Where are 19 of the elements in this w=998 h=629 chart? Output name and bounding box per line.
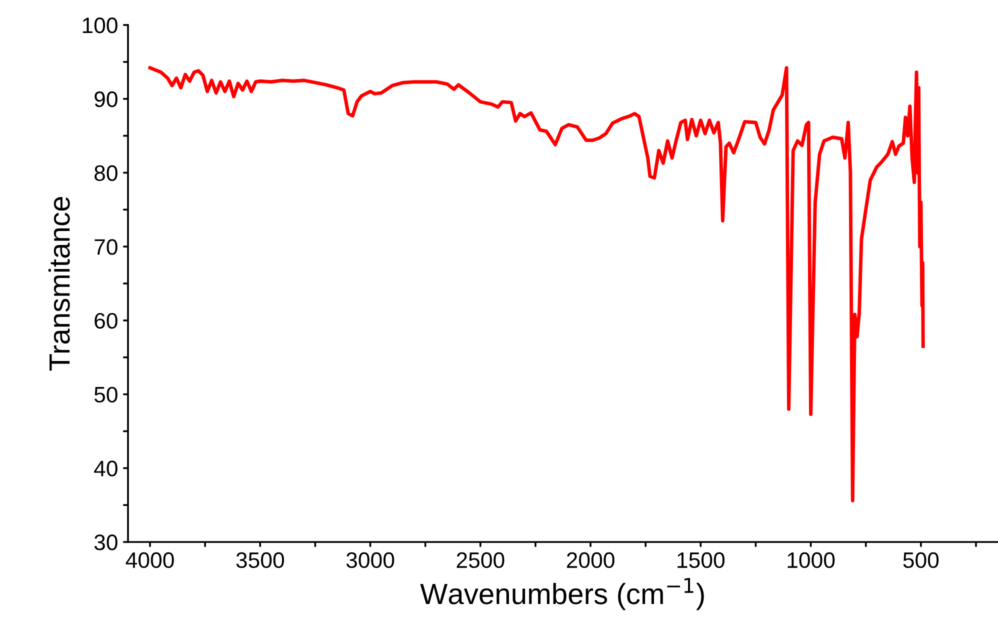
y-tick-label: 90 bbox=[94, 91, 118, 108]
y-tick-label: 80 bbox=[94, 165, 118, 181]
x-tick-label: 500 bbox=[903, 552, 939, 568]
y-axis-title: Transmitance bbox=[48, 196, 70, 371]
y-tick-label: 70 bbox=[94, 239, 118, 255]
x-tick-label: 3500 bbox=[236, 552, 284, 568]
x-tick-label: 2000 bbox=[566, 552, 614, 568]
x-tick-label: 1500 bbox=[678, 552, 725, 568]
y-tick-label: 60 bbox=[94, 312, 118, 329]
x-tick-label: 3000 bbox=[346, 552, 394, 568]
y-tick-label: 50 bbox=[94, 386, 118, 403]
line-series bbox=[148, 66, 925, 502]
x-tick-label: 1000 bbox=[788, 552, 835, 568]
x-axis-title: Wavenumbers (cm$^{−1}$) bbox=[420, 578, 704, 610]
x-tick-label: 2500 bbox=[456, 552, 504, 568]
y-tick-label: 100 bbox=[82, 18, 118, 34]
x-tick-label: 4000 bbox=[126, 552, 174, 568]
y-tick-label: 40 bbox=[94, 460, 118, 476]
y-tick-label: 30 bbox=[94, 534, 118, 550]
